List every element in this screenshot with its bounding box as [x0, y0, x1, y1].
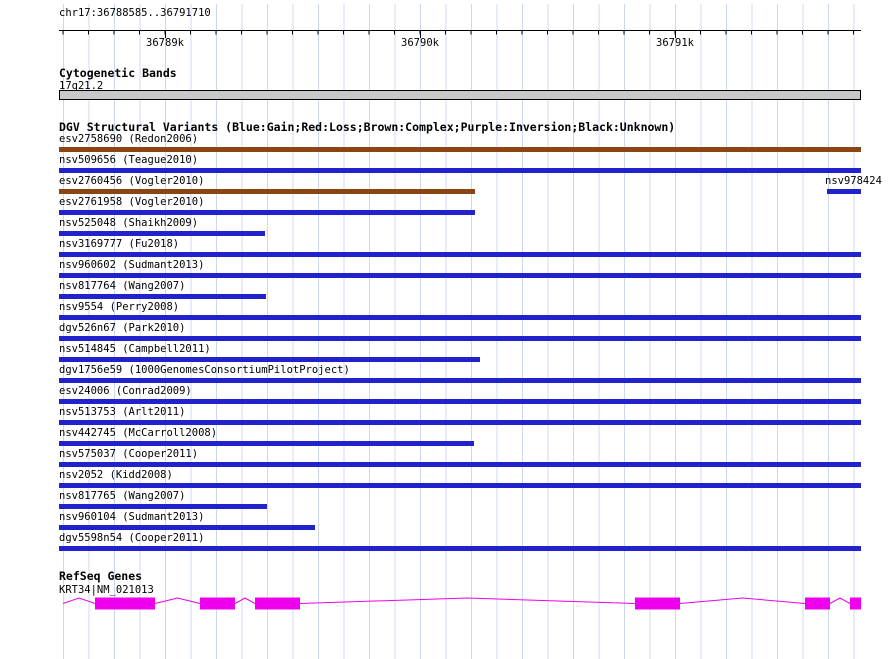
variant-bar[interactable]: [59, 168, 861, 173]
exon[interactable]: [95, 597, 155, 610]
variant-bar[interactable]: [59, 273, 861, 278]
variant-bar[interactable]: [59, 441, 474, 446]
variant-bar[interactable]: [59, 252, 861, 257]
variant-label: nsv960602 (Sudmant2013): [59, 259, 205, 271]
variant-label: nsv514845 (Campbell2011): [59, 343, 211, 355]
position-label: chr17:36788585..36791710: [59, 7, 211, 19]
variant-bar[interactable]: [59, 399, 861, 404]
variant-bar[interactable]: [59, 357, 480, 362]
variant-bar[interactable]: [59, 378, 861, 383]
variant-bar[interactable]: [59, 420, 861, 425]
cytoband-track-title: Cytogenetic Bands: [59, 66, 177, 80]
variant-bar[interactable]: [59, 147, 861, 152]
variant-label: nsv509656 (Teague2010): [59, 154, 199, 166]
dgv-track-title: DGV Structural Variants (Blue:Gain;Red:L…: [59, 120, 676, 134]
variant-bar[interactable]: [59, 462, 861, 467]
exon[interactable]: [850, 597, 861, 610]
variant-bar[interactable]: [59, 189, 475, 194]
variant-bar[interactable]: [59, 315, 861, 320]
variant-bar[interactable]: [59, 336, 861, 341]
variant-label: nsv9554 (Perry2008): [59, 301, 180, 313]
variant-label: dgv1756e59 (1000GenomesConsortiumPilotPr…: [59, 364, 350, 376]
coordinate-ruler: 36789k 36790k 36791k: [59, 30, 861, 49]
intron-line: [62, 597, 851, 604]
variant-label: dgv5598n54 (Cooper2011): [59, 532, 205, 544]
variant-label: esv24006 (Conrad2009): [59, 385, 192, 397]
cytoband-bar[interactable]: [59, 90, 861, 100]
variant-label: nsv817765 (Wang2007): [59, 490, 186, 502]
cytoband-name: 17q21.2: [59, 80, 104, 92]
variant-bar[interactable]: [59, 546, 861, 551]
gene-name-label: KRT34|NM_021013: [59, 584, 154, 596]
exon[interactable]: [200, 597, 235, 610]
ruler-tick-label: 36789k: [146, 37, 185, 49]
variant-label: nsv817764 (Wang2007): [59, 280, 186, 292]
variant-bar[interactable]: [827, 189, 861, 194]
variant-label: nsv575037 (Cooper2011): [59, 448, 199, 460]
gene-structure-glyph[interactable]: [0, 597, 890, 611]
variant-bar[interactable]: [59, 504, 267, 509]
variant-bar[interactable]: [59, 210, 475, 215]
refseq-track-title: RefSeq Genes: [59, 569, 143, 583]
variant-label: nsv3169777 (Fu2018): [59, 238, 180, 250]
variant-label: nsv978424 (: [825, 175, 890, 187]
variant-label: nsv525048 (Shaikh2009): [59, 217, 199, 229]
variant-bar[interactable]: [59, 483, 861, 488]
variant-label: esv2758690 (Redon2006): [59, 133, 199, 145]
exon[interactable]: [255, 597, 300, 610]
ruler-tick-label: 36790k: [401, 37, 440, 49]
variant-label: esv2761958 (Vogler2010): [59, 196, 205, 208]
variant-label: nsv513753 (Arlt2011): [59, 406, 186, 418]
variant-label: dgv526n67 (Park2010): [59, 322, 186, 334]
exon[interactable]: [805, 597, 830, 610]
variant-label: esv2760456 (Vogler2010): [59, 175, 205, 187]
variant-bar[interactable]: [59, 294, 266, 299]
variant-bar[interactable]: [59, 231, 265, 236]
ruler-tick-label: 36791k: [656, 37, 695, 49]
variant-bar[interactable]: [59, 525, 315, 530]
variant-label: nsv442745 (McCarroll2008): [59, 427, 218, 439]
variant-label: nsv960104 (Sudmant2013): [59, 511, 205, 523]
exon[interactable]: [635, 597, 680, 610]
variant-label: nsv2052 (Kidd2008): [59, 469, 173, 481]
